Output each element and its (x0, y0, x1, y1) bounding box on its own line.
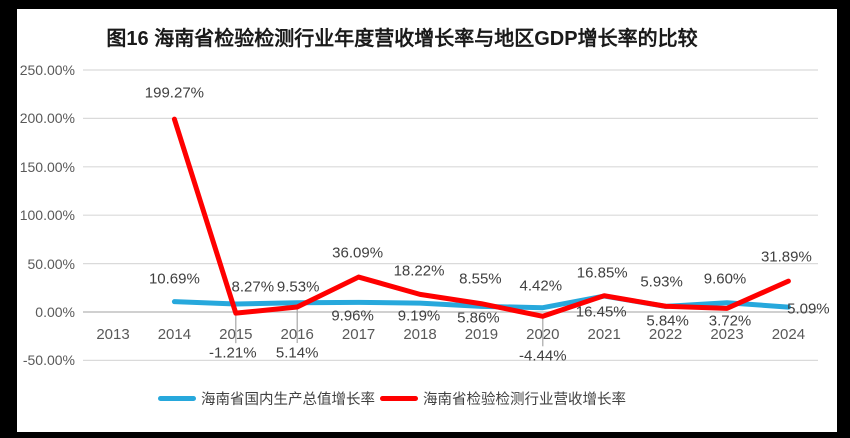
legend-swatch-gdp-line (158, 395, 196, 401)
data-label-revenue-2020: -4.44% (519, 347, 567, 365)
x-tick-label: 2020 (526, 326, 560, 343)
data-label-revenue-2022: 5.93% (640, 273, 683, 291)
x-tick-label: 2021 (587, 326, 621, 343)
y-tick-label: 250.00% (19, 62, 75, 78)
legend-label-gdp: 海南省国内生产总值增长率 (201, 391, 375, 408)
chart-figure: 图16 海南省检验检测行业年度营收增长率与地区GDP增长率的比较 250.00%… (17, 9, 837, 432)
data-label-revenue-2023: 3.72% (708, 312, 752, 330)
x-tick-label: 2017 (341, 326, 376, 343)
data-label-revenue-2021: 16.85% (576, 264, 628, 282)
data-label-revenue-2017: 36.09% (332, 244, 384, 262)
x-tick-label: 2013 (96, 326, 130, 343)
data-label-gdp-2022: 5.84% (646, 312, 689, 330)
data-label-revenue-2016: 5.14% (275, 344, 319, 362)
data-label-revenue-2015: -1.21% (209, 344, 257, 362)
y-tick-label: 0.00% (35, 304, 75, 320)
data-label-revenue-2018: 18.22% (393, 262, 445, 280)
y-tick-label: -50.00% (22, 352, 75, 369)
data-label-gdp-2017: 9.96% (331, 307, 374, 325)
x-tick-label: 2014 (157, 326, 192, 343)
data-label-gdp-2021: 16.45% (575, 303, 627, 321)
y-tick-label: 50.00% (27, 255, 75, 272)
data-label-gdp-2018: 9.19% (397, 307, 441, 325)
data-label-gdp-2014: 10.69% (148, 270, 200, 288)
x-tick-label: 2024 (771, 326, 806, 343)
data-label-gdp-2024: 5.09% (787, 300, 830, 318)
legend: 海南省国内生产总值增长率 海南省检验检测行业营收增长率 (158, 388, 626, 408)
legend-item-revenue: 海南省检验检测行业营收增长率 (380, 388, 626, 409)
y-tick-label: 100.00% (19, 207, 75, 224)
data-label-gdp-2019: 5.86% (457, 309, 500, 327)
x-tick-label: 2022 (648, 326, 683, 343)
x-tick-label: 2015 (219, 326, 253, 343)
plot-area (83, 69, 818, 361)
legend-label-revenue: 海南省检验检测行业营收增长率 (423, 391, 626, 408)
x-tick-label: 2023 (710, 326, 744, 343)
x-tick-label: 2018 (403, 326, 437, 343)
series-line-revenue (171, 116, 791, 319)
legend-item-gdp: 海南省国内生产总值增长率 (158, 388, 375, 409)
data-label-revenue-2024: 31.89% (760, 248, 812, 266)
data-label-revenue-2014: 199.27% (144, 84, 204, 102)
data-label-gdp-2015: 8.27% (231, 278, 275, 296)
y-tick-label: 200.00% (19, 110, 75, 127)
chart-title: 图16 海南省检验检测行业年度营收增长率与地区GDP增长率的比较 (106, 28, 698, 50)
data-label-gdp-2023: 9.60% (703, 270, 747, 288)
data-label-gdp-2020: 4.42% (519, 277, 563, 295)
x-tick-label: 2019 (464, 326, 499, 343)
data-label-revenue-2019: 8.55% (459, 270, 502, 288)
legend-swatch-revenue-line (380, 395, 418, 401)
x-tick-label: 2016 (280, 326, 314, 343)
y-tick-label: 150.00% (19, 158, 75, 175)
data-label-gdp-2016: 9.53% (276, 278, 320, 296)
